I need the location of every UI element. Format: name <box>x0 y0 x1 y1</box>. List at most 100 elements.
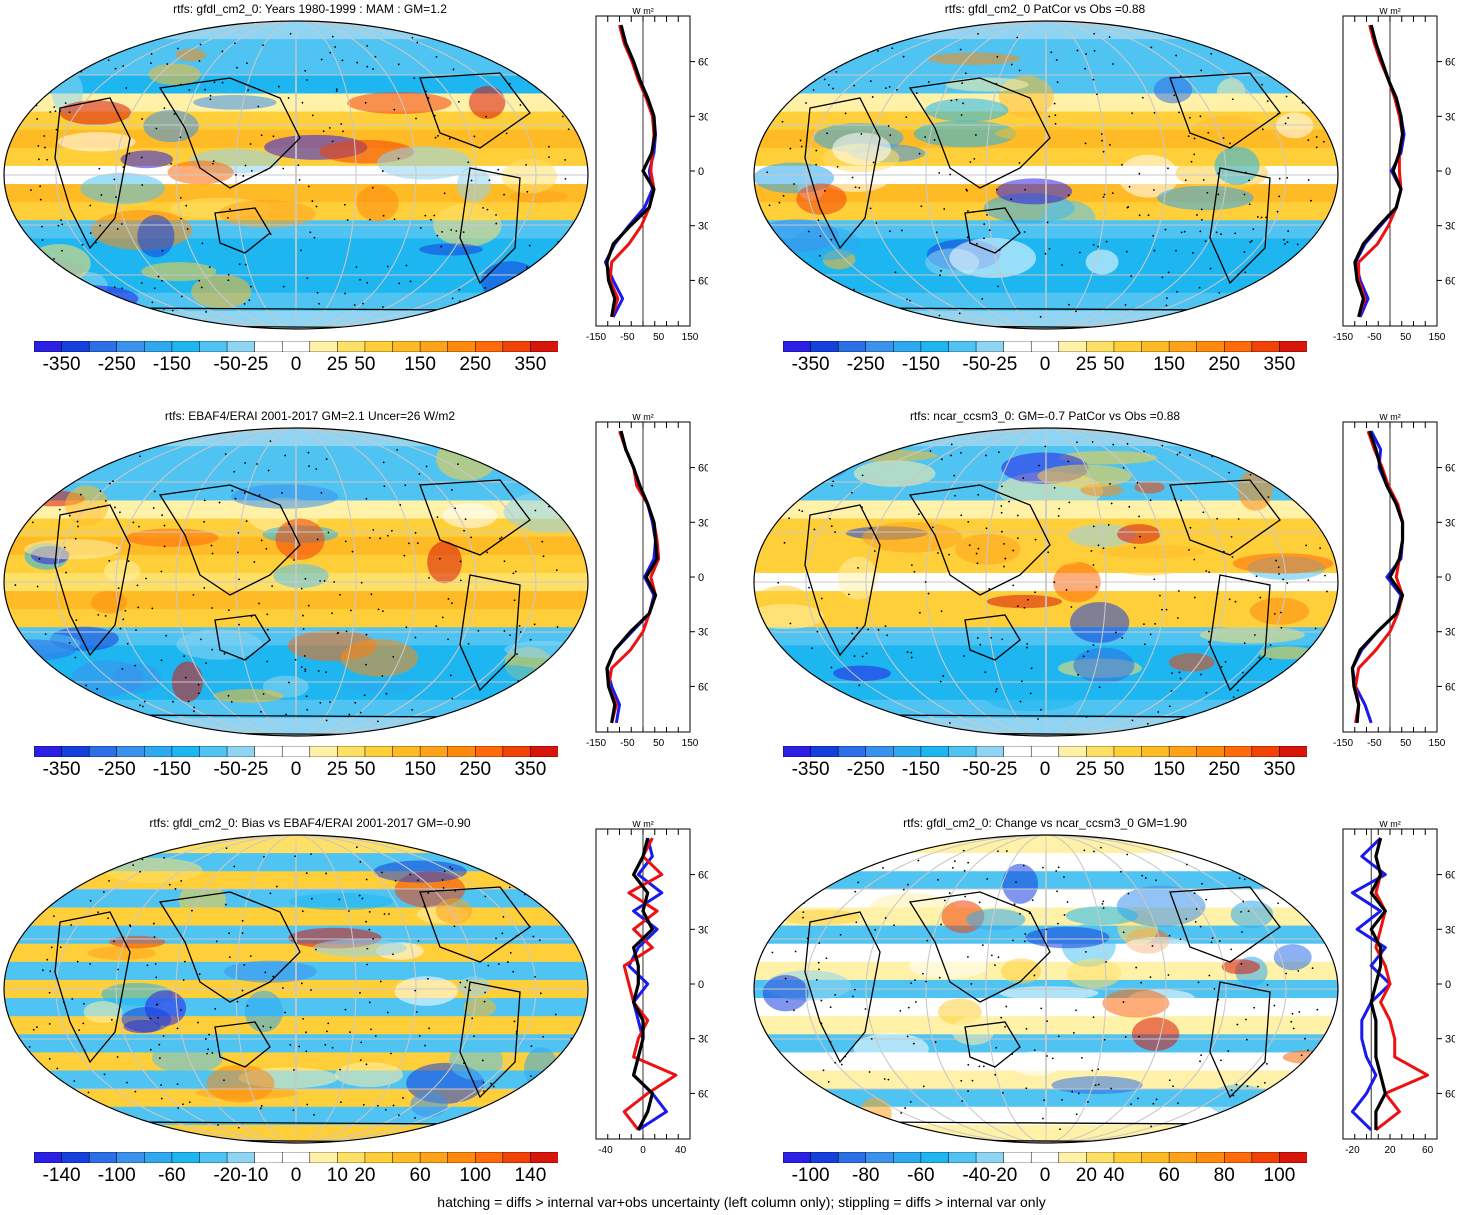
colorbar-tick-label: -150 <box>901 759 940 780</box>
stipple-dot <box>548 156 550 159</box>
stipple-dot <box>1185 863 1188 866</box>
stipple-dot <box>250 170 253 172</box>
stipple-dot <box>1183 230 1186 233</box>
stipple-dot <box>339 1068 341 1071</box>
field-feature <box>109 935 166 949</box>
stipple-dot <box>1027 598 1029 601</box>
stipple-dot <box>815 464 818 467</box>
field-feature <box>1001 958 1042 984</box>
stipple-dot <box>937 552 939 554</box>
stipple-dot <box>316 291 319 294</box>
stipple-dot <box>1312 681 1315 684</box>
lat-band <box>754 111 1338 131</box>
stipple-dot <box>301 910 304 913</box>
stipple-dot <box>1310 199 1312 202</box>
continent-outline <box>1169 886 1281 963</box>
stipple-dot <box>281 987 284 989</box>
stipple-dot <box>358 894 361 897</box>
profile-lat-label: 0 <box>698 979 704 991</box>
stipple-dot <box>564 719 567 721</box>
stipple-dot <box>1260 52 1263 55</box>
stipple-dot <box>305 1031 307 1034</box>
stipple-dot <box>319 701 322 704</box>
stipple-dot <box>1114 631 1117 634</box>
colorbar-tick-label: -80 <box>852 1165 880 1186</box>
stipple-dot <box>100 867 102 870</box>
stipple-dot <box>1149 499 1152 502</box>
field-feature <box>1131 1017 1180 1051</box>
stipple-dot <box>1266 983 1269 986</box>
stipple-dot <box>513 1020 516 1023</box>
stipple-dot <box>1137 1097 1139 1100</box>
stipple-dot <box>1307 179 1310 181</box>
colorbar-swatch <box>502 1152 531 1163</box>
profile-lat-label: 60S <box>1445 275 1455 287</box>
stipple-dot <box>325 719 328 722</box>
stipple-dot <box>515 1030 518 1033</box>
stipple-dot <box>1189 526 1192 529</box>
stipple-dot <box>305 1050 308 1053</box>
stipple-dot <box>1026 646 1028 649</box>
stipple-dot <box>875 222 878 224</box>
stipple-dot <box>228 956 231 959</box>
lat-band <box>754 274 1338 294</box>
stipple-dot <box>977 547 980 550</box>
stipple-dot <box>159 1057 161 1060</box>
stipple-dot <box>1266 100 1269 102</box>
stipple-dot <box>795 263 798 266</box>
stipple-dot <box>153 936 156 938</box>
stipple-dot <box>832 480 835 483</box>
stipple-dot <box>1263 1081 1266 1084</box>
stipple-dot <box>1138 214 1141 217</box>
stipple-dot <box>863 443 865 446</box>
stipple-dot <box>260 1105 263 1107</box>
stipple-dot <box>315 468 318 470</box>
stipple-dot <box>820 469 823 471</box>
profile-lat-label: 0 <box>698 166 704 178</box>
stipple-dot <box>162 308 165 310</box>
stipple-dot <box>1301 64 1303 66</box>
stipple-dot <box>1292 1027 1295 1030</box>
stipple-dot <box>1122 1001 1125 1003</box>
stipple-dot <box>1305 544 1308 547</box>
stipple-dot <box>1136 481 1139 484</box>
stipple-dot <box>1054 114 1057 117</box>
stipple-dot <box>343 203 346 206</box>
stipple-dot <box>139 870 142 873</box>
stipple-dot <box>68 111 71 114</box>
field-feature <box>1066 958 1122 989</box>
stipple-dot <box>1192 252 1194 254</box>
stipple-dot <box>1266 583 1269 586</box>
stipple-dot <box>209 98 212 101</box>
stipple-dot <box>25 63 28 66</box>
colorbar-swatch <box>1030 746 1060 757</box>
stipple-dot <box>1146 722 1149 725</box>
stipple-dot <box>50 1103 53 1106</box>
colorbar-swatch <box>948 746 977 757</box>
colorbar-swatch <box>171 746 201 757</box>
colorbar-swatch <box>34 746 63 757</box>
stipple-dot <box>113 940 115 943</box>
stipple-dot <box>223 1079 225 1082</box>
stipple-dot <box>783 307 786 310</box>
stipple-dot <box>814 856 817 859</box>
colorbar-swatch <box>530 746 558 757</box>
stipple-dot <box>910 656 913 659</box>
stipple-dot <box>465 710 468 713</box>
stipple-dot <box>1259 596 1262 599</box>
stipple-dot <box>188 89 191 91</box>
stipple-dot <box>317 670 320 672</box>
colorbar-swatch <box>254 746 283 757</box>
stipple-dot <box>69 1123 71 1126</box>
stipple-dot <box>315 205 318 208</box>
stipple-dot <box>120 223 123 225</box>
colorbar-swatch <box>226 1152 256 1163</box>
stipple-dot <box>994 690 997 693</box>
stipple-dot <box>272 975 275 978</box>
stipple-dot <box>204 1038 207 1040</box>
stipple-dot <box>1179 440 1182 443</box>
stipple-dot <box>1010 63 1013 66</box>
stipple-dot <box>864 1008 867 1010</box>
colorbar-swatch <box>1279 1152 1307 1163</box>
stipple-dot <box>248 299 251 301</box>
